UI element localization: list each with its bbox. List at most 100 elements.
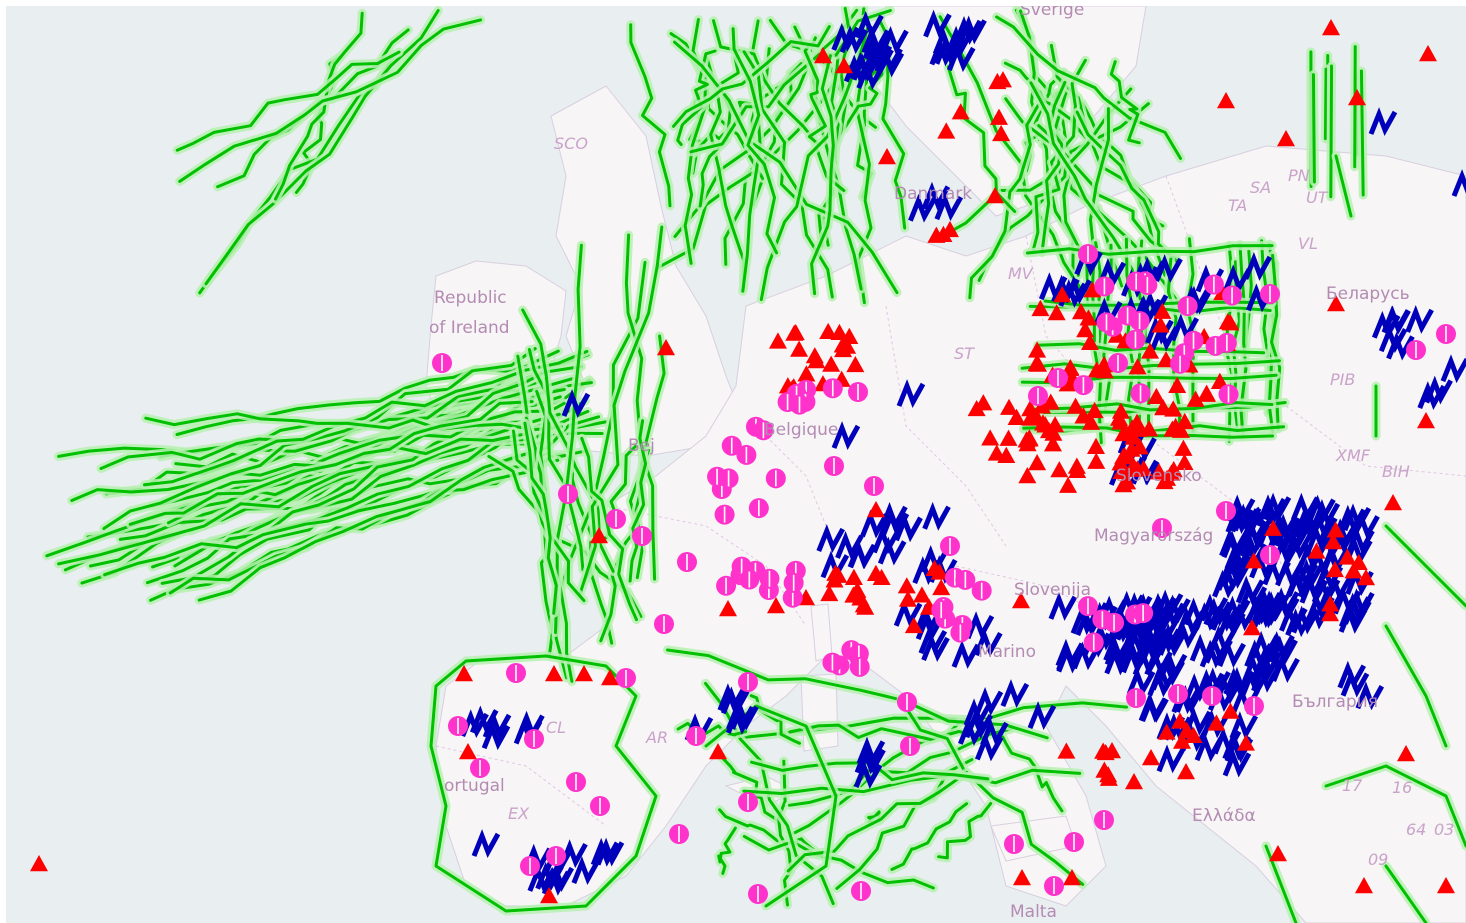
zigzag-marker-260[interactable] (879, 502, 908, 531)
triangle-marker-480[interactable] (1321, 595, 1340, 612)
triangle-marker-368[interactable] (1074, 407, 1093, 424)
triangle-marker-469[interactable] (967, 399, 986, 417)
circle-marker-605[interactable] (1077, 596, 1098, 617)
triangle-marker-361[interactable] (1086, 437, 1105, 454)
zigzag-marker-168[interactable] (1104, 637, 1134, 667)
circle-marker-616[interactable] (738, 672, 758, 692)
zigzag-marker-276[interactable] (980, 718, 1009, 747)
triangle-marker-350[interactable] (1085, 401, 1104, 419)
zigzag-marker-70[interactable] (1230, 504, 1259, 534)
triangle-marker-504[interactable] (814, 47, 832, 64)
zigzag-marker-282[interactable] (717, 683, 747, 713)
zigzag-marker-69[interactable] (1224, 541, 1254, 571)
triangle-marker-484[interactable] (1170, 712, 1189, 729)
zigzag-marker-271[interactable] (1027, 701, 1057, 730)
zigzag-marker-60[interactable] (1305, 524, 1335, 554)
triangle-marker-410[interactable] (1218, 313, 1237, 330)
zigzag-marker-206[interactable] (958, 15, 987, 45)
triangle-marker-514[interactable] (657, 339, 675, 356)
zigzag-marker-320[interactable] (471, 829, 501, 858)
triangle-marker-444[interactable] (820, 584, 839, 602)
zigzag-marker-176[interactable] (1156, 744, 1186, 774)
circle-marker-560[interactable] (1177, 296, 1198, 317)
circle-marker-612[interactable] (606, 509, 626, 529)
triangle-marker-483[interactable] (1207, 714, 1226, 731)
zigzag-marker-202[interactable] (849, 51, 879, 81)
triangle-marker-440[interactable] (838, 337, 857, 354)
zigzag-marker-210[interactable] (945, 25, 975, 55)
triangle-marker-397[interactable] (1151, 316, 1170, 333)
triangle-marker-457[interactable] (844, 568, 863, 585)
zigzag-marker-211[interactable] (947, 43, 976, 73)
circle-marker-646[interactable] (1436, 324, 1456, 344)
circle-marker-568[interactable] (721, 435, 742, 456)
zigzag-marker-311[interactable] (1424, 375, 1453, 405)
zigzag-marker-66[interactable] (1338, 604, 1368, 634)
zigzag-marker-180[interactable] (1194, 733, 1224, 763)
circle-marker-610[interactable] (432, 353, 452, 373)
zigzag-marker-207[interactable] (953, 16, 983, 45)
zigzag-marker-212[interactable] (908, 193, 937, 223)
zigzag-marker-303[interactable] (1378, 324, 1408, 354)
triangle-marker-331[interactable] (1066, 397, 1085, 414)
circle-marker-633[interactable] (1004, 834, 1024, 854)
triangle-marker-476[interactable] (1324, 533, 1343, 550)
circle-marker-623[interactable] (590, 796, 610, 816)
circle-marker-552[interactable] (1130, 383, 1151, 404)
triangle-marker-460[interactable] (912, 586, 931, 603)
triangle-marker-526[interactable] (1013, 869, 1031, 886)
zigzag-marker-195[interactable] (861, 25, 890, 55)
zigzag-marker-258[interactable] (847, 540, 877, 570)
triangle-marker-401[interactable] (1029, 355, 1048, 372)
circle-marker-570[interactable] (753, 420, 774, 441)
triangle-marker-436[interactable] (807, 351, 826, 369)
zigzag-marker-185[interactable] (1183, 673, 1213, 703)
triangle-marker-447[interactable] (904, 616, 923, 634)
circle-marker-589[interactable] (783, 572, 804, 593)
circle-marker-545[interactable] (1203, 274, 1224, 295)
zigzag-marker-47[interactable] (1256, 498, 1285, 528)
triangle-marker-373[interactable] (1128, 460, 1147, 477)
zigzag-marker-203[interactable] (831, 23, 860, 52)
circle-marker-597[interactable] (971, 580, 992, 601)
triangle-marker-430[interactable] (846, 355, 865, 373)
zigzag-marker-52[interactable] (1346, 526, 1375, 555)
triangle-marker-479[interactable] (1344, 562, 1363, 579)
circle-marker-554[interactable] (1094, 276, 1115, 297)
zigzag-marker-293[interactable] (571, 856, 601, 885)
zigzag-marker-229[interactable] (1222, 264, 1252, 294)
zigzag-marker-308[interactable] (1382, 305, 1411, 335)
zigzag-marker-214[interactable] (921, 181, 951, 211)
zigzag-marker-169[interactable] (1116, 590, 1145, 620)
triangle-marker-384[interactable] (1128, 358, 1147, 375)
zigzag-marker-75[interactable] (1238, 582, 1268, 612)
circle-marker-619[interactable] (448, 716, 468, 736)
zigzag-marker-139[interactable] (1217, 608, 1246, 638)
zigzag-marker-170[interactable] (1222, 748, 1252, 778)
triangle-marker-535[interactable] (1321, 605, 1339, 622)
zigzag-marker-263[interactable] (965, 611, 995, 641)
triangle-marker-409[interactable] (1168, 376, 1187, 393)
circle-marker-595[interactable] (931, 600, 952, 621)
zigzag-marker-319[interactable] (896, 379, 926, 408)
triangle-marker-477[interactable] (1307, 542, 1326, 559)
zigzag-marker-226[interactable] (1063, 275, 1092, 305)
zigzag-marker-61[interactable] (1290, 492, 1320, 522)
triangle-marker-421[interactable] (797, 365, 816, 382)
zigzag-marker-57[interactable] (1307, 494, 1336, 524)
zigzag-marker-164[interactable] (1145, 607, 1174, 637)
circle-marker-577[interactable] (822, 378, 843, 399)
triangle-marker-327[interactable] (1028, 454, 1047, 471)
triangle-marker-381[interactable] (1153, 302, 1172, 319)
zigzag-marker-130[interactable] (1176, 606, 1205, 636)
triangle-marker-507[interactable] (986, 187, 1004, 204)
triangle-marker-537[interactable] (1177, 763, 1195, 780)
triangle-marker-376[interactable] (1122, 440, 1141, 457)
triangle-marker-396[interactable] (1141, 342, 1160, 359)
circle-marker-642[interactable] (1152, 518, 1172, 538)
zigzag-marker-128[interactable] (1251, 663, 1280, 693)
circle-marker-652[interactable] (940, 536, 960, 556)
circle-marker-647[interactable] (1406, 340, 1426, 360)
triangle-marker-406[interactable] (1053, 286, 1072, 303)
triangle-marker-420[interactable] (1031, 299, 1050, 317)
